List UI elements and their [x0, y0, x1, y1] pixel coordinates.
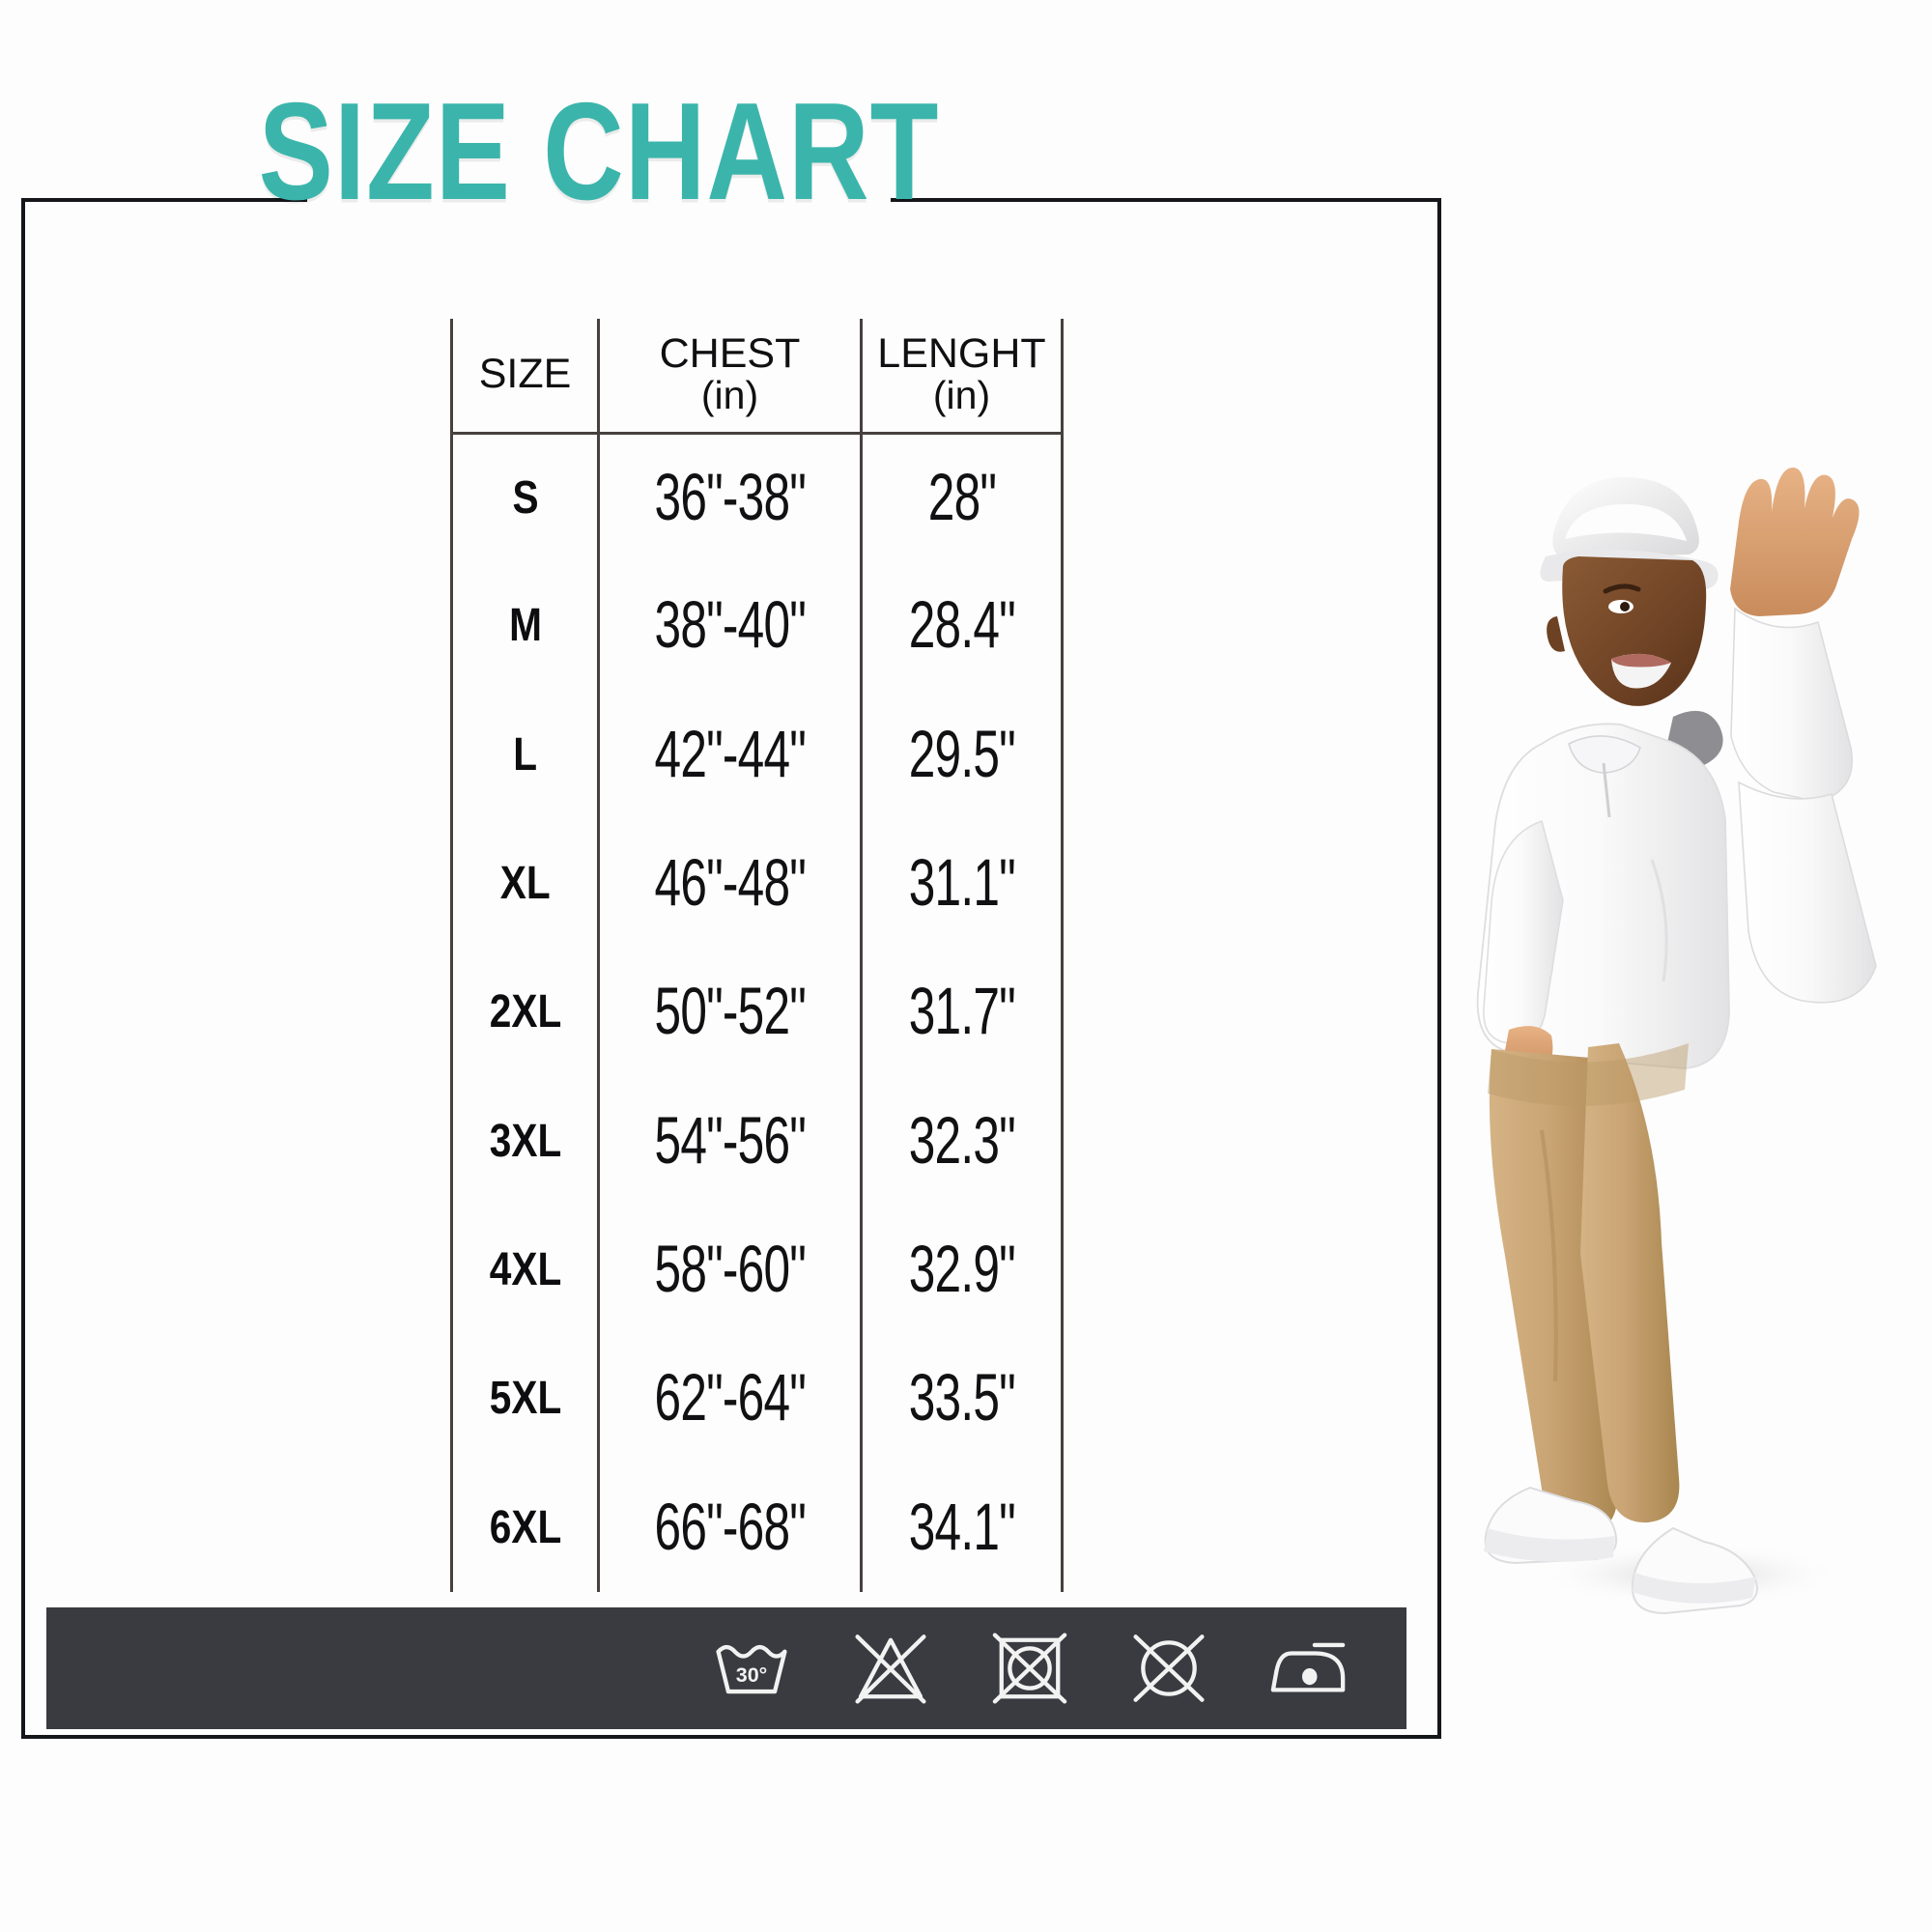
cell-length: 34.1" [860, 1463, 1064, 1592]
cell-chest: 46"-48" [597, 818, 863, 949]
title-backdrop [307, 145, 891, 259]
do-not-dry-clean-icon [1124, 1627, 1213, 1710]
cell-size: S [454, 433, 596, 562]
cell-size-value: 6XL [489, 1501, 561, 1553]
cell-chest: 50"-52" [597, 948, 863, 1077]
cell-size: 5XL [454, 1334, 596, 1463]
cell-size-value: L [513, 728, 537, 781]
cell-size-value: 5XL [489, 1373, 561, 1425]
cell-chest: 42"-44" [597, 690, 863, 819]
cell-length-value: 31.1" [908, 846, 1015, 921]
table-row: S 36"-38" 28" [452, 433, 1064, 562]
table-header-row: SIZE CHEST (in) LENGHT (in) [450, 319, 1064, 435]
cell-chest-value: 38"-40" [654, 589, 806, 663]
cell-size: M [454, 561, 596, 691]
machine-wash-30-icon: 30° [707, 1627, 796, 1710]
cell-size-value: S [511, 471, 539, 524]
golf-shoes [1484, 1486, 1758, 1615]
cell-size-value: 4XL [489, 1244, 561, 1296]
cell-length: 31.7" [860, 948, 1064, 1077]
cell-chest-value: 54"-56" [654, 1104, 806, 1179]
column-header-size: SIZE [450, 319, 600, 435]
cell-size-value: XL [499, 858, 551, 910]
cell-chest-value: 42"-44" [654, 718, 806, 792]
do-not-tumble-dry-icon [985, 1627, 1074, 1710]
size-table-container: SIZE CHEST (in) LENGHT (in) S 36"-38" [450, 319, 1064, 1592]
size-table: SIZE CHEST (in) LENGHT (in) S 36"-38" [450, 319, 1064, 1592]
cell-length: 32.9" [860, 1205, 1064, 1335]
table-row: 6XL 66"-68" 34.1" [452, 1463, 1064, 1592]
cell-size: L [454, 690, 596, 819]
column-header-length: LENGHT (in) [860, 319, 1064, 435]
cell-length: 33.5" [860, 1334, 1064, 1463]
cell-chest-value: 50"-52" [654, 976, 806, 1049]
table-row: 5XL 62"-64" 33.5" [452, 1334, 1064, 1463]
cell-chest: 54"-56" [597, 1076, 863, 1206]
cell-length: 29.5" [860, 690, 1064, 819]
cell-size: 2XL [454, 948, 596, 1077]
cell-length-value: 28" [927, 461, 996, 535]
cell-length-value: 32.9" [908, 1233, 1015, 1307]
table-row: L 42"-44" 29.5" [452, 690, 1064, 819]
table-row: XL 46"-48" 31.1" [452, 818, 1064, 949]
column-header-size-label: SIZE [478, 351, 572, 398]
cell-length-value: 31.7" [908, 976, 1015, 1049]
svg-text:30°: 30° [736, 1663, 768, 1687]
size-table-header: SIZE CHEST (in) LENGHT (in) [450, 319, 1064, 435]
cell-length: 32.3" [860, 1076, 1064, 1206]
cell-size: 6XL [454, 1463, 596, 1592]
column-header-length-label: LENGHT [877, 330, 1046, 378]
cell-chest: 62"-64" [597, 1334, 863, 1463]
cell-size-value: 2XL [489, 986, 561, 1038]
cell-chest: 66"-68" [597, 1463, 863, 1592]
cell-chest-value: 36"-38" [654, 461, 806, 535]
golfer-model-photo [1449, 280, 1932, 1633]
cell-length-value: 29.5" [908, 718, 1015, 792]
table-row: 2XL 50"-52" 31.7" [452, 948, 1064, 1077]
cell-length-value: 33.5" [908, 1362, 1015, 1435]
column-header-chest-label: CHEST [659, 330, 801, 378]
page-title-text: SIZE CHART [258, 73, 940, 229]
cell-length-value: 28.4" [908, 589, 1015, 663]
column-header-chest-unit: (in) [700, 373, 759, 418]
table-row: 4XL 58"-60" 32.9" [452, 1205, 1064, 1335]
iron-low-heat-icon [1264, 1627, 1352, 1710]
cell-chest-value: 62"-64" [654, 1362, 806, 1435]
size-table-body: S 36"-38" 28" M 38"-40" 28.4" L 42"-44" … [452, 433, 1064, 1592]
raised-hand [1730, 468, 1860, 616]
do-not-bleach-icon [846, 1627, 935, 1710]
cell-chest: 38"-40" [597, 561, 863, 691]
cell-chest-value: 66"-68" [654, 1491, 806, 1565]
care-instructions-bar: 30° [46, 1607, 1406, 1729]
column-header-chest: CHEST (in) [597, 319, 863, 435]
cell-chest-value: 46"-48" [654, 846, 806, 921]
cell-chest: 58"-60" [597, 1205, 863, 1335]
cell-length-value: 32.3" [908, 1104, 1015, 1179]
model-head [1547, 556, 1707, 706]
table-row: M 38"-40" 28.4" [452, 561, 1064, 691]
cell-length: 31.1" [860, 818, 1064, 949]
cell-chest: 36"-38" [597, 433, 863, 562]
column-header-length-unit: (in) [932, 373, 991, 418]
cell-length-value: 34.1" [908, 1491, 1015, 1565]
cell-length: 28.4" [860, 561, 1064, 691]
cell-length: 28" [860, 433, 1064, 562]
cell-size: 4XL [454, 1205, 596, 1335]
cell-chest-value: 58"-60" [654, 1233, 806, 1307]
cell-size-value: M [508, 600, 542, 652]
cell-size-value: 3XL [489, 1115, 561, 1167]
page-title: SIZE CHART [259, 82, 939, 221]
cell-size: 3XL [454, 1076, 596, 1206]
table-row: 3XL 54"-56" 32.3" [452, 1076, 1064, 1206]
cell-size: XL [454, 818, 596, 949]
